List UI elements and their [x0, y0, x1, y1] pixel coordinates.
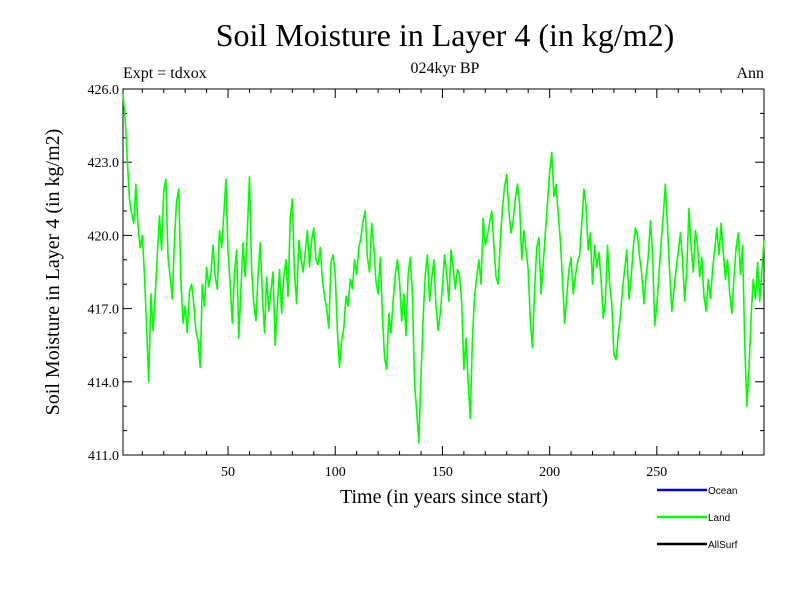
y-tick-label: 420.0	[88, 229, 120, 244]
legend-label-allsurf: AllSurf	[708, 540, 738, 551]
x-tick-label: 100	[325, 465, 346, 480]
x-tick-label: 150	[432, 465, 453, 480]
experiment-label: Expt = tdxox	[123, 65, 207, 82]
legend-label-ocean: Ocean	[708, 486, 737, 497]
legend-label-land: Land	[708, 513, 730, 524]
plot-frame	[122, 88, 765, 456]
legend: Ocean Land AllSurf	[657, 486, 738, 551]
series-line-land	[122, 93, 765, 444]
y-tick-label: 426.0	[88, 83, 120, 98]
y-tick-label: 423.0	[88, 156, 120, 171]
chart-subtitle: 024kyr BP	[411, 60, 480, 77]
y-tick-label: 411.0	[88, 449, 119, 464]
season-label: Ann	[736, 65, 764, 82]
chart-title: Soil Moisture in Layer 4 (in kg/m2)	[216, 17, 675, 53]
axis-ticks	[123, 88, 764, 456]
x-axis-label: Time (in years since start)	[340, 486, 548, 508]
x-tick-label: 50	[221, 465, 235, 480]
series-layer	[122, 93, 765, 444]
x-tick-label: 250	[646, 465, 667, 480]
x-tick-label: 200	[539, 465, 560, 480]
y-axis-label: Soil Moisture in Layer 4 (in kg/m2)	[42, 129, 64, 416]
y-tick-label: 414.0	[88, 376, 120, 391]
y-tick-label: 417.0	[88, 303, 120, 318]
axis-tick-labels: 50 100 150 200 250 411.0 414.0 417.0 420.0 423.0 4…	[88, 83, 668, 480]
